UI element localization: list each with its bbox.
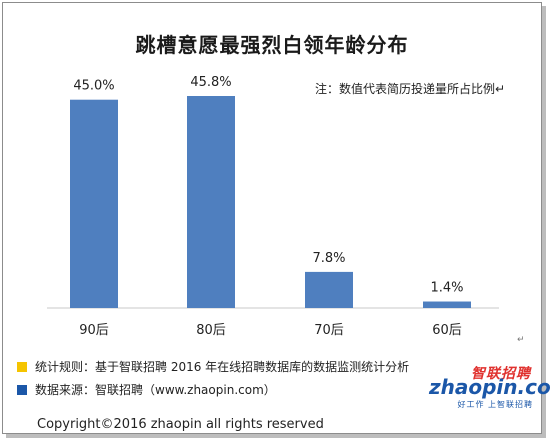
data-label-2: 7.8% xyxy=(312,251,345,266)
category-label-3: 60后 xyxy=(432,323,462,338)
category-label-0: 90后 xyxy=(79,323,109,338)
pilcrow-mark: ↵ xyxy=(517,335,525,345)
legend-rule: 统计规则：基于智联招聘 2016 年在线招聘数据库的数据监测统计分析 xyxy=(17,358,409,375)
zhaopin-logo: 智联招聘 zhaopin.com 好工作 上智联招聘 xyxy=(429,363,550,411)
chart-title: 跳槽意愿最强烈白领年龄分布 xyxy=(135,33,409,57)
bar-0 xyxy=(70,99,118,308)
data-label-3: 1.4% xyxy=(430,281,463,296)
category-label-1: 80后 xyxy=(196,323,226,338)
category-label-2: 70后 xyxy=(314,323,344,338)
bar-1 xyxy=(187,96,235,308)
bar-3 xyxy=(423,301,471,308)
legend-source: 数据来源：智联招聘（www.zhaopin.com） xyxy=(17,381,276,398)
bar-chart: 45.0% 90后 45.8% 80后 7.8% 70后 1.4% 60后 xyxy=(47,75,499,338)
data-label-0: 45.0% xyxy=(73,79,114,94)
logo-wordmark: zhaopin.com xyxy=(429,375,550,399)
logo-brand: 智联招聘 xyxy=(471,366,531,382)
chart-frame: 跳槽意愿最强烈白领年龄分布 注：数值代表简历投递量所占比例↵ 45.0% 90后 4… xyxy=(2,2,550,434)
legend-rule-text: 统计规则：基于智联招聘 2016 年在线招聘数据库的数据监测统计分析 xyxy=(35,360,410,374)
legend-source-text: 数据来源：智联招聘（www.zhaopin.com） xyxy=(35,383,276,397)
legend-source-swatch xyxy=(17,384,27,395)
chart-note: 注：数值代表简历投递量所占比例↵ xyxy=(315,82,506,96)
copyright-text: Copyright©2016 zhaopin all rights reserv… xyxy=(37,417,324,432)
logo-slogan: 好工作 上智联招聘 xyxy=(457,400,533,409)
data-label-1: 45.8% xyxy=(190,75,231,90)
legend-rule-swatch xyxy=(17,361,27,372)
bar-2 xyxy=(305,271,353,308)
